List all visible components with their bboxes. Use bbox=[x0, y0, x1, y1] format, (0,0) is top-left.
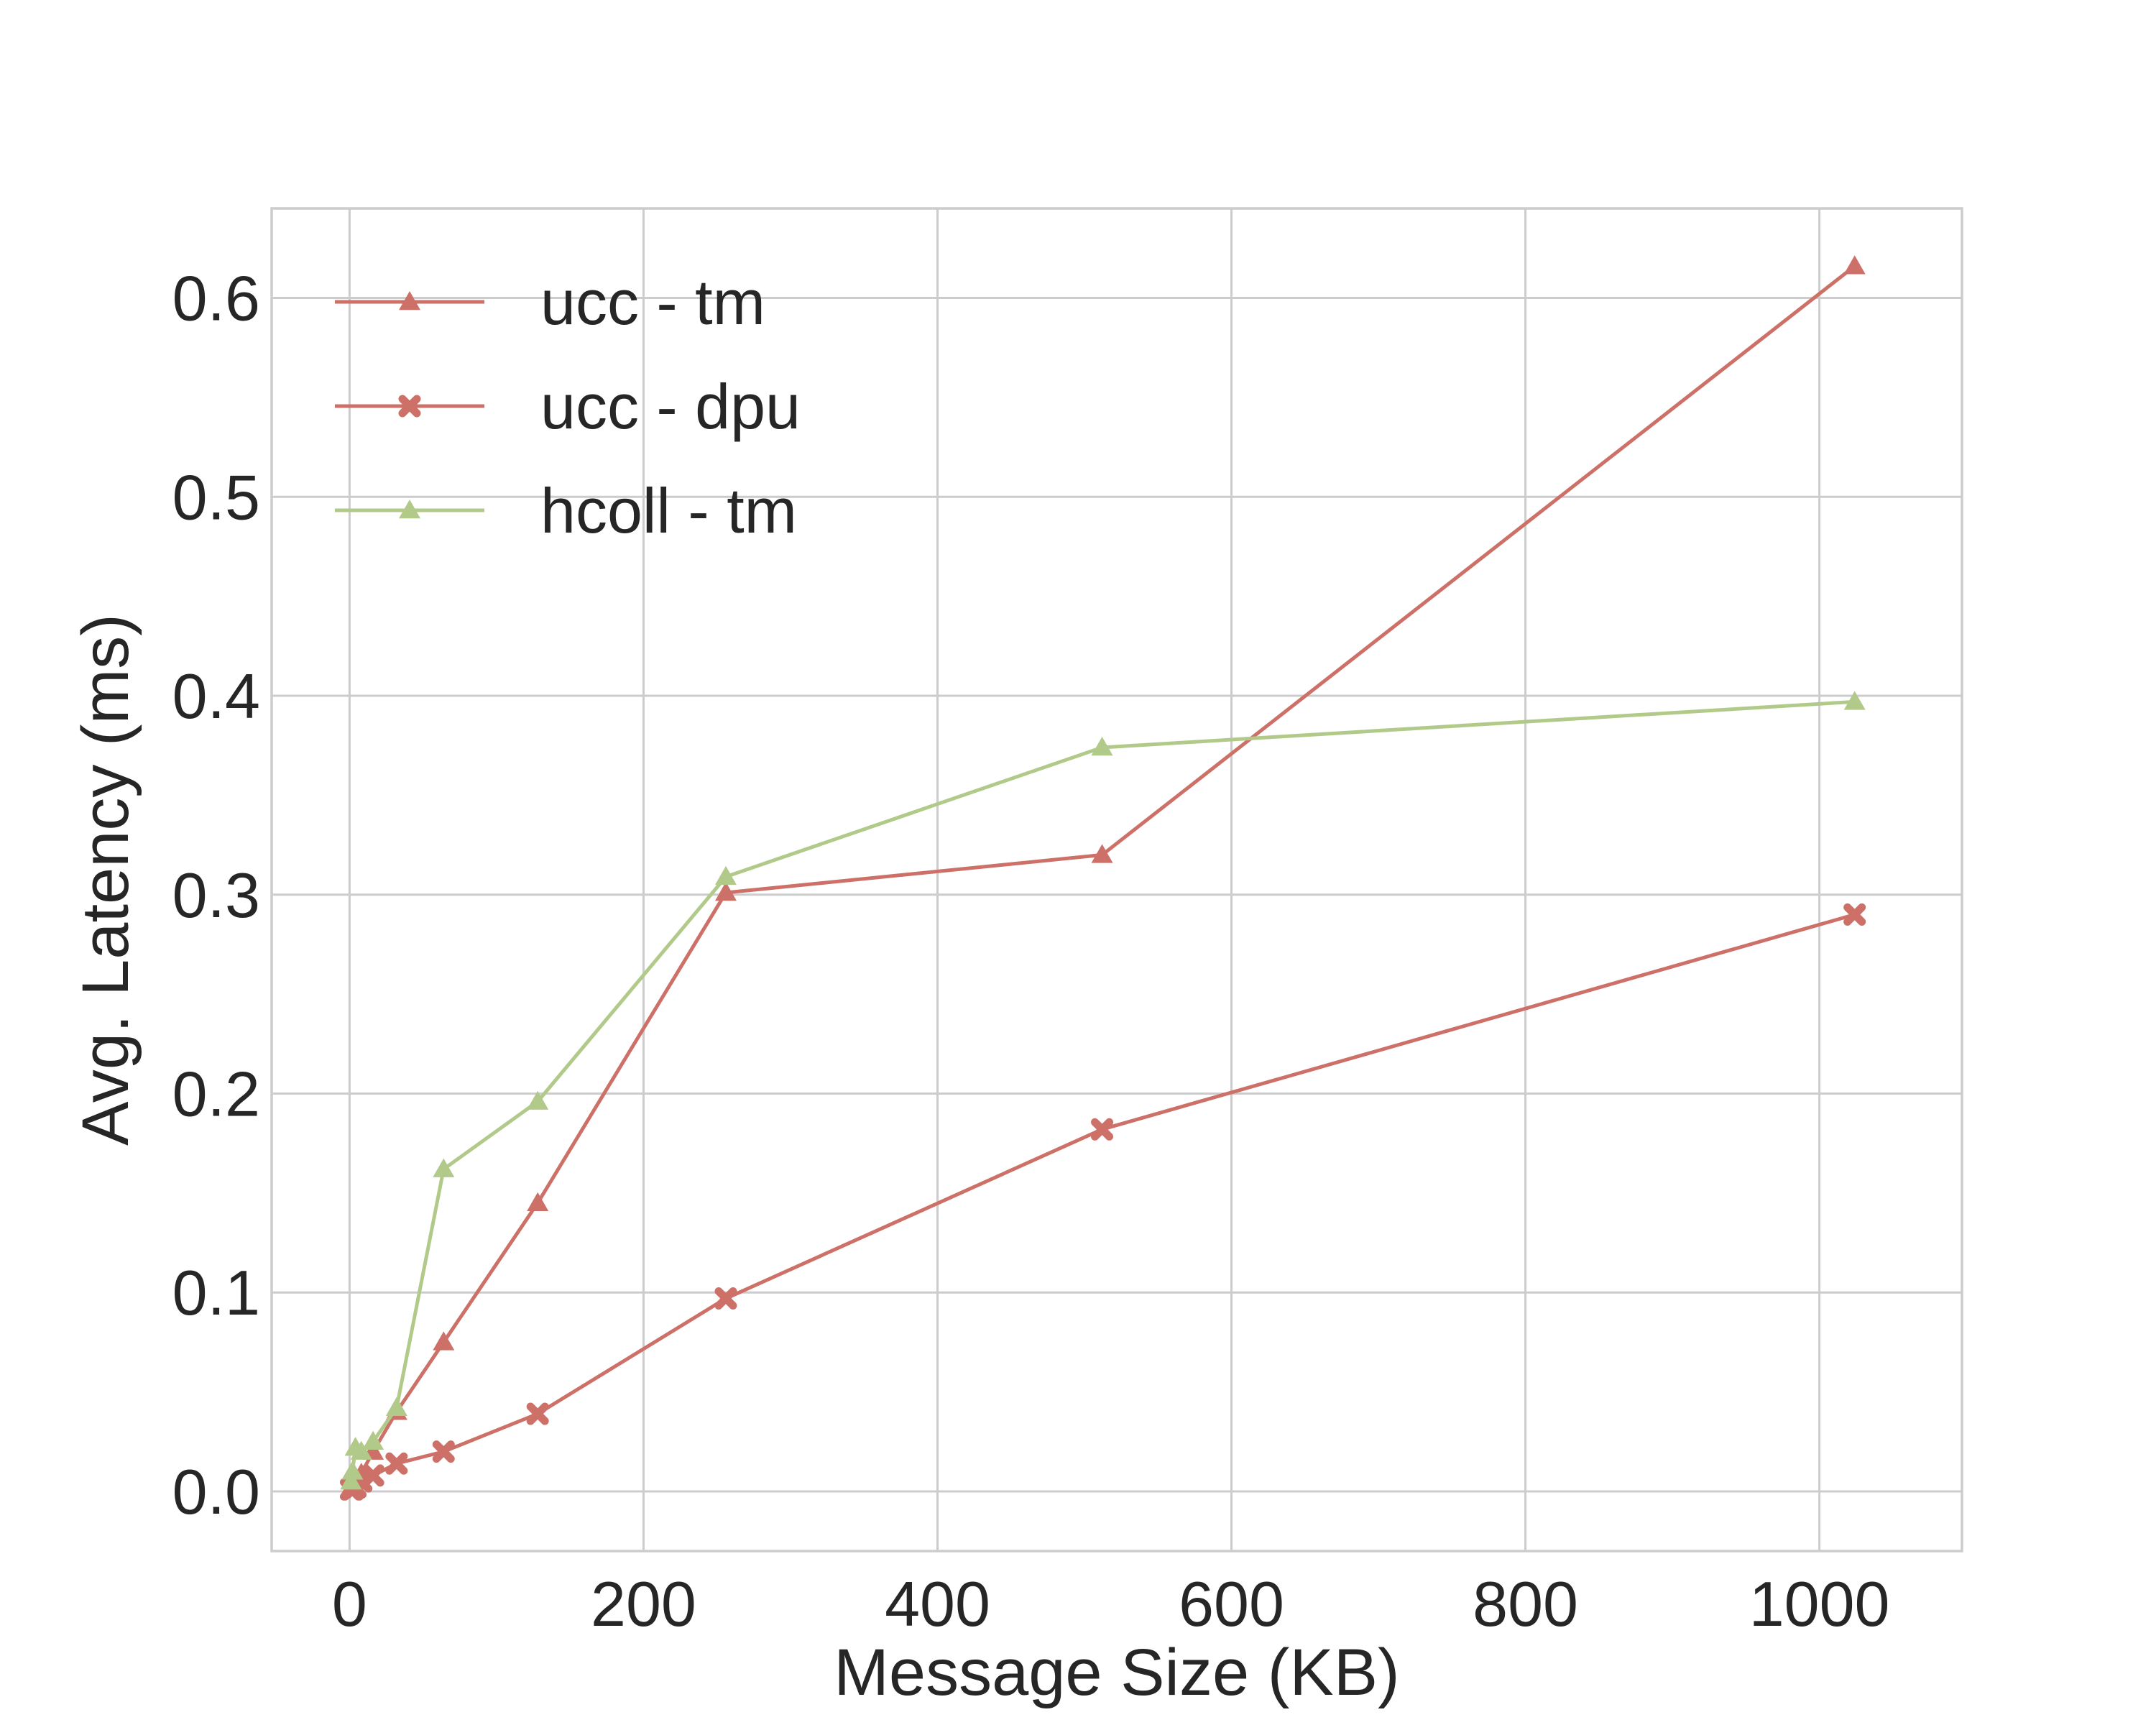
legend-label: ucc - dpu bbox=[540, 371, 801, 442]
x-tick-label: 400 bbox=[885, 1568, 990, 1639]
plot-frame bbox=[270, 207, 1963, 1552]
data-point bbox=[1091, 844, 1113, 863]
x-tick-labels: 0 200 400 600 800 1000 bbox=[332, 1568, 1890, 1639]
y-tick-label: 0.5 bbox=[172, 461, 260, 533]
data-point bbox=[527, 1090, 549, 1110]
y-tick-label: 0.2 bbox=[172, 1058, 260, 1129]
legend-entry: ucc - tm bbox=[335, 267, 765, 338]
y-tick-label: 0.0 bbox=[172, 1456, 260, 1527]
x-tick-label: 200 bbox=[591, 1568, 696, 1639]
data-point bbox=[714, 1287, 737, 1310]
data-point bbox=[385, 1397, 407, 1416]
series-line bbox=[350, 913, 1856, 1491]
data-point bbox=[714, 865, 737, 886]
series-line bbox=[349, 264, 1856, 1489]
data-point bbox=[385, 1452, 408, 1475]
data-point bbox=[714, 881, 737, 901]
data-point bbox=[1843, 691, 1866, 710]
data-point bbox=[340, 1471, 362, 1490]
data-point bbox=[433, 1158, 455, 1177]
data-point bbox=[341, 1460, 364, 1480]
legend-marker bbox=[398, 395, 421, 418]
legend-label: ucc - tm bbox=[540, 267, 765, 338]
series-1 bbox=[339, 903, 1866, 1501]
y-tick-label: 0.6 bbox=[172, 263, 260, 334]
data-point bbox=[362, 1430, 384, 1450]
y-tick-labels: 0.0 0.1 0.2 0.3 0.4 0.5 0.6 bbox=[172, 263, 260, 1527]
legend-label: hcoll - tm bbox=[540, 475, 797, 546]
y-axis-label: Avg. Latency (ms) bbox=[69, 614, 142, 1146]
y-tick-label: 0.4 bbox=[172, 661, 260, 732]
grid-lines bbox=[272, 208, 1962, 1551]
data-point bbox=[1843, 255, 1866, 275]
data-point bbox=[350, 1440, 372, 1460]
y-tick-label: 0.1 bbox=[172, 1257, 260, 1328]
legend-marker bbox=[399, 291, 420, 310]
x-axis-label: Message Size (KB) bbox=[834, 1636, 1399, 1709]
legend: ucc - tm ucc - dpu hcoll - tm bbox=[335, 267, 801, 546]
data-point bbox=[432, 1440, 455, 1463]
series-line bbox=[349, 699, 1855, 1482]
series-2 bbox=[340, 691, 1866, 1490]
data-point bbox=[361, 1464, 384, 1487]
data-point bbox=[1091, 1118, 1114, 1141]
x-tick-label: 600 bbox=[1179, 1568, 1284, 1639]
legend-marker bbox=[399, 500, 420, 519]
x-tick-label: 800 bbox=[1473, 1568, 1578, 1639]
data-point bbox=[526, 1402, 549, 1425]
data-point bbox=[527, 1192, 549, 1211]
data-point bbox=[1843, 903, 1866, 926]
data-point bbox=[1091, 736, 1113, 756]
legend-entry: hcoll - tm bbox=[335, 475, 797, 546]
y-tick-label: 0.3 bbox=[172, 860, 260, 931]
x-tick-label: 1000 bbox=[1749, 1568, 1890, 1639]
x-tick-label: 0 bbox=[332, 1568, 367, 1639]
legend-entry: ucc - dpu bbox=[335, 371, 801, 442]
data-point bbox=[433, 1331, 455, 1351]
series-group bbox=[339, 255, 1866, 1501]
